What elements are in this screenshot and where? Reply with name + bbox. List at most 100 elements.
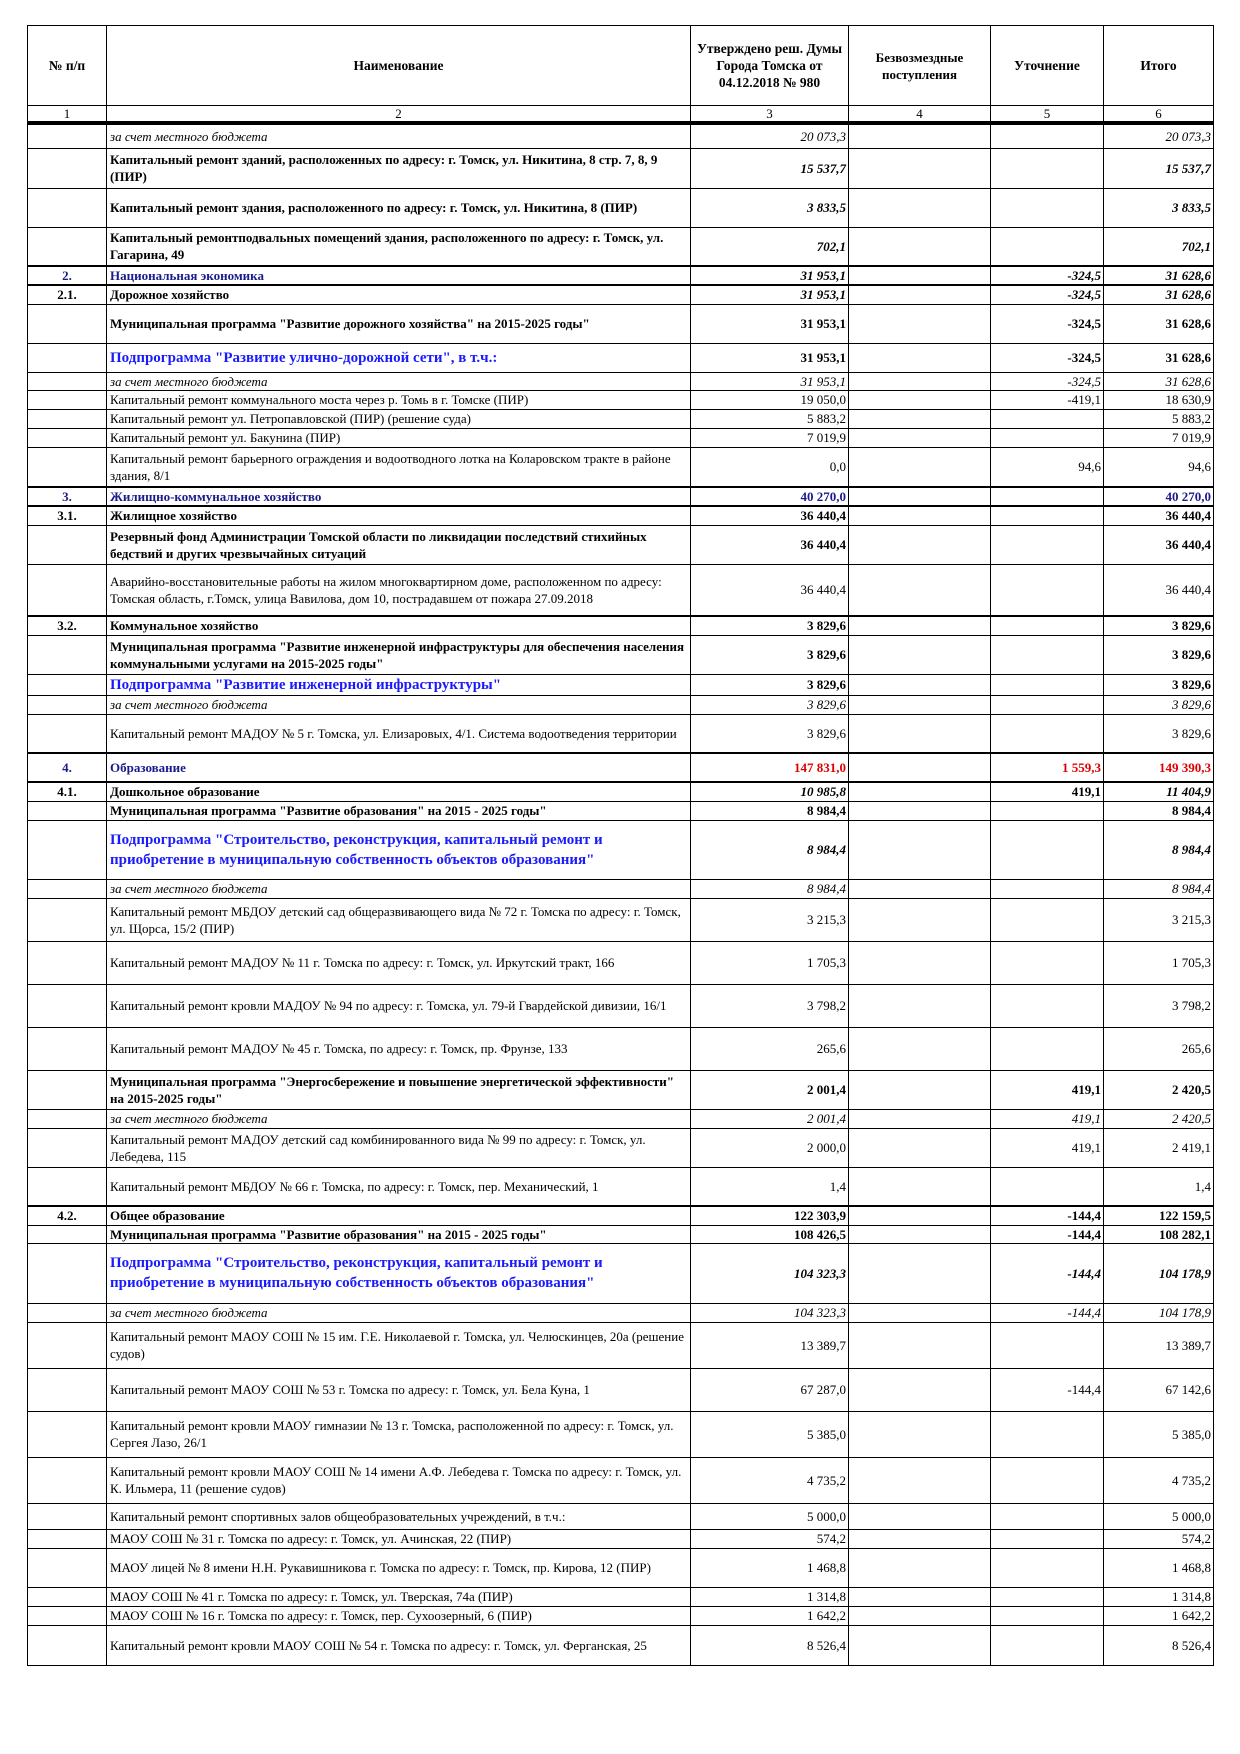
adjustment-value [990, 615, 1104, 636]
row-number [27, 303, 107, 344]
table-row: МАОУ лицей № 8 имени Н.Н. Рукавишникова … [27, 1547, 1214, 1588]
approved-value: 3 215,3 [690, 897, 849, 942]
grants-value [848, 1321, 991, 1369]
grants-value [848, 371, 991, 391]
total-value: 31 628,6 [1103, 284, 1214, 305]
column-number: 6 [1103, 105, 1214, 125]
adjustment-value: 419,1 [990, 781, 1104, 802]
grants-value [848, 505, 991, 526]
approved-value: 31 953,1 [690, 371, 849, 391]
header-grants: Безвозмездные поступления [848, 25, 991, 106]
total-value: 108 282,1 [1103, 1224, 1214, 1244]
approved-value: 2 001,4 [690, 1069, 849, 1110]
approved-value: 40 270,0 [690, 486, 849, 507]
total-value: 7 019,9 [1103, 427, 1214, 448]
row-name: Жилищное хозяйство [106, 505, 691, 526]
column-number: 4 [848, 105, 991, 125]
row-name: Дошкольное образование [106, 781, 691, 802]
adjustment-value [990, 800, 1104, 821]
grants-value [848, 1108, 991, 1129]
table-row: МАОУ СОШ № 41 г. Томска по адресу: г. То… [27, 1586, 1214, 1607]
row-name: Капитальный ремонтподвальных помещений з… [106, 226, 691, 267]
total-value: 104 178,9 [1103, 1302, 1214, 1323]
adjustment-value [990, 673, 1104, 696]
approved-value: 31 953,1 [690, 342, 849, 373]
table-row: Капитальный ремонт МАДОУ детский сад ком… [27, 1127, 1214, 1168]
row-name: МАОУ СОШ № 16 г. Томска по адресу: г. То… [106, 1605, 691, 1626]
grants-value [848, 615, 991, 636]
grants-value [848, 694, 991, 715]
row-name: Капитальный ремонт МАДОУ № 45 г. Томска,… [106, 1026, 691, 1071]
adjustment-value: 419,1 [990, 1069, 1104, 1110]
row-name: Капитальный ремонт кровли МАОУ СОШ № 14 … [106, 1456, 691, 1504]
row-number [27, 563, 107, 617]
table-row: 3.1. Жилищное хозяйство 36 440,4 36 440,4 [27, 505, 1214, 526]
row-name: Капитальный ремонт барьерного ограждения… [106, 446, 691, 488]
total-value: 149 390,3 [1103, 752, 1214, 783]
row-name: Аварийно-восстановительные работы на жил… [106, 563, 691, 617]
row-number [27, 878, 107, 899]
row-number [27, 1026, 107, 1071]
adjustment-value: -144,4 [990, 1302, 1104, 1323]
total-value: 3 829,6 [1103, 615, 1214, 636]
grants-value [848, 226, 991, 267]
table-row: Капитальный ремонт МБДОУ № 66 г. Томска,… [27, 1166, 1214, 1207]
approved-value: 10 985,8 [690, 781, 849, 802]
adjustment-value: -324,5 [990, 371, 1104, 391]
grants-value [848, 1205, 991, 1226]
grants-value [848, 486, 991, 507]
row-number [27, 1321, 107, 1369]
row-name: Капитальный ремонт МАДОУ № 11 г. Томска … [106, 940, 691, 985]
row-name: Капитальный ремонт МАОУ СОШ № 53 г. Томс… [106, 1367, 691, 1412]
adjustment-value [990, 1624, 1104, 1666]
grants-value [848, 752, 991, 783]
column-number: 2 [106, 105, 691, 125]
row-number [27, 1410, 107, 1458]
row-name: Капитальный ремонт МБДОУ детский сад общ… [106, 897, 691, 942]
grants-value [848, 389, 991, 410]
grants-value [848, 265, 991, 286]
total-value: 5 385,0 [1103, 1410, 1214, 1458]
grants-value [848, 1456, 991, 1504]
grants-value [848, 1586, 991, 1607]
row-number [27, 1624, 107, 1666]
grants-value [848, 1026, 991, 1071]
table-row: МАОУ СОШ № 16 г. Томска по адресу: г. То… [27, 1605, 1214, 1626]
total-value: 2 420,5 [1103, 1069, 1214, 1110]
approved-value: 5 385,0 [690, 1410, 849, 1458]
table-row: Капитальный ремонт спортивных залов обще… [27, 1502, 1214, 1530]
row-name: Капитальный ремонт ул. Бакунина (ПИР) [106, 427, 691, 448]
table-row: Капитальный ремонт кровли МАОУ гимназии … [27, 1410, 1214, 1458]
adjustment-value [990, 1502, 1104, 1530]
table-row: за счет местного бюджета 8 984,4 8 984,4 [27, 878, 1214, 899]
approved-value: 13 389,7 [690, 1321, 849, 1369]
row-name: Капитальный ремонт МАДОУ детский сад ком… [106, 1127, 691, 1168]
adjustment-value [990, 505, 1104, 526]
approved-value: 0,0 [690, 446, 849, 488]
row-name: Жилищно-коммунальное хозяйство [106, 486, 691, 507]
adjustment-value [990, 1166, 1104, 1207]
total-value: 8 984,4 [1103, 878, 1214, 899]
row-number [27, 1127, 107, 1168]
table-row: Муниципальная программа "Развитие дорожн… [27, 303, 1214, 344]
adjustment-value [990, 983, 1104, 1028]
table-row: за счет местного бюджета 2 001,4 419,1 2 42… [27, 1108, 1214, 1129]
approved-value: 15 537,7 [690, 147, 849, 189]
row-name: Подпрограмма "Развитие улично-дорожной с… [106, 342, 691, 373]
adjustment-value: 1 559,3 [990, 752, 1104, 783]
row-name: Муниципальная программа "Развитие образо… [106, 1224, 691, 1244]
row-name: за счет местного бюджета [106, 878, 691, 899]
row-number [27, 897, 107, 942]
grants-value [848, 1242, 991, 1304]
total-value: 3 798,2 [1103, 983, 1214, 1028]
adjustment-value: 94,6 [990, 446, 1104, 488]
adjustment-value [990, 147, 1104, 189]
grants-value [848, 303, 991, 344]
grants-value [848, 427, 991, 448]
column-number: 3 [690, 105, 849, 125]
table-row: Муниципальная программа "Развитие образо… [27, 1224, 1214, 1244]
approved-value: 702,1 [690, 226, 849, 267]
total-value: 265,6 [1103, 1026, 1214, 1071]
approved-value: 7 019,9 [690, 427, 849, 448]
grants-value [848, 897, 991, 942]
